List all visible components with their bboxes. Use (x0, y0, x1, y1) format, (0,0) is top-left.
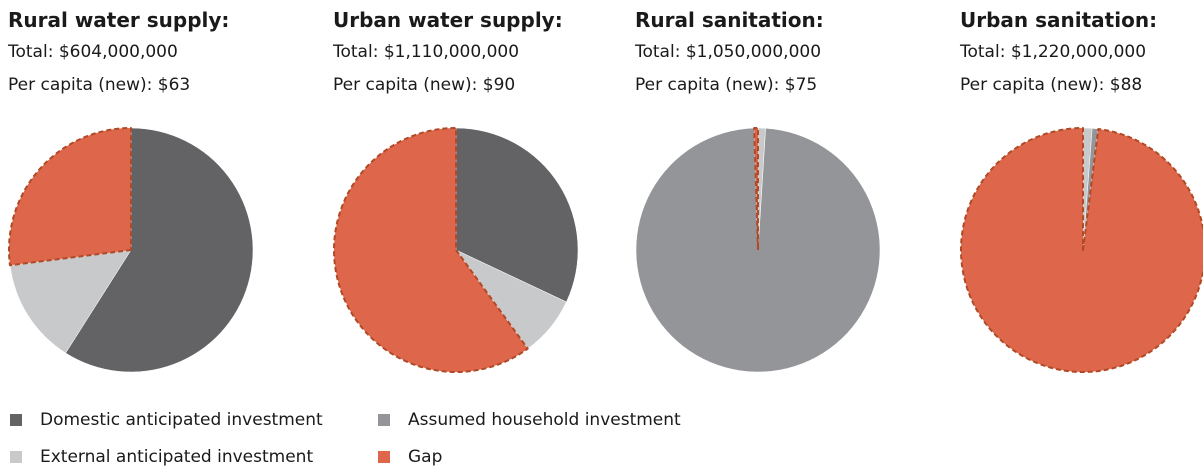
per-capita-text: Per capita (new): $75 (635, 75, 818, 95)
pie-chart (960, 127, 1203, 373)
legend-label: Domestic anticipated investment (40, 410, 323, 430)
pie-slice-gap (333, 127, 529, 373)
legend-swatch (10, 414, 22, 426)
legend-label: Assumed household investment (408, 410, 681, 430)
chart-title: Rural sanitation: (635, 8, 824, 32)
pie-chart (635, 127, 881, 373)
legend-swatch (10, 451, 22, 463)
pie-slice-external (9, 249, 132, 354)
pie-slice-domestic (65, 127, 254, 373)
pie-slice-domestic (455, 127, 579, 303)
legend-label: Gap (408, 447, 443, 467)
chart-title: Urban sanitation: (960, 8, 1158, 32)
per-capita-text: Per capita (new): $63 (8, 75, 191, 95)
total-text: Total: $1,110,000,000 (333, 42, 520, 62)
legend-swatch (378, 414, 390, 426)
per-capita-text: Per capita (new): $88 (960, 75, 1143, 95)
legend-item-domestic: Domestic anticipated investment (10, 409, 323, 431)
total-text: Total: $1,050,000,000 (635, 42, 822, 62)
pie-chart (333, 127, 579, 373)
legend-item-household: Assumed household investment (378, 409, 681, 431)
chart-title: Rural water supply: (8, 8, 230, 32)
pie-slice-gap (753, 127, 759, 251)
legend-label: External anticipated investment (40, 447, 314, 467)
legend-item-external: External anticipated investment (10, 446, 313, 468)
pie-chart (8, 127, 254, 373)
pie-slice-gap (960, 127, 1203, 373)
legend-swatch (378, 451, 390, 463)
pie-slice-household (635, 127, 881, 373)
legend-item-gap: Gap (378, 446, 442, 468)
total-text: Total: $604,000,000 (8, 42, 178, 62)
total-text: Total: $1,220,000,000 (960, 42, 1147, 62)
pie-slice-gap (8, 127, 132, 267)
chart-title: Urban water supply: (333, 8, 563, 32)
per-capita-text: Per capita (new): $90 (333, 75, 516, 95)
